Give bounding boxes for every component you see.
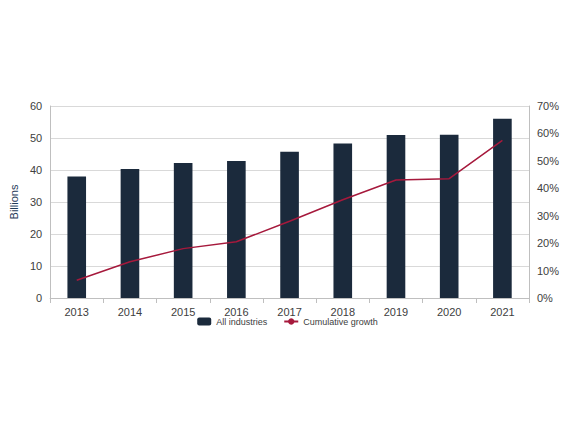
svg-text:2018: 2018 [330, 305, 355, 318]
svg-text:10%: 10% [537, 265, 559, 277]
svg-text:2017: 2017 [277, 306, 301, 318]
svg-text:2015: 2015 [171, 306, 195, 318]
svg-text:0: 0 [36, 292, 42, 304]
svg-text:20%: 20% [537, 237, 559, 249]
svg-text:40: 40 [30, 164, 42, 176]
svg-text:All industries: All industries [216, 317, 268, 327]
svg-text:10: 10 [30, 260, 42, 272]
svg-text:60: 60 [30, 100, 42, 112]
svg-text:30%: 30% [537, 210, 559, 222]
svg-text:20: 20 [30, 228, 42, 240]
svg-text:2021: 2021 [490, 306, 514, 318]
svg-text:Cumulative growth: Cumulative growth [303, 317, 378, 327]
svg-text:2014: 2014 [118, 306, 142, 318]
svg-text:0%: 0% [537, 292, 553, 304]
svg-text:2019: 2019 [384, 306, 408, 318]
svg-text:2016: 2016 [224, 305, 249, 318]
svg-text:40%: 40% [537, 182, 559, 194]
svg-text:60%: 60% [537, 127, 559, 139]
svg-text:50: 50 [30, 132, 42, 144]
svg-text:Billions: Billions [8, 184, 20, 219]
svg-text:30: 30 [30, 196, 42, 208]
svg-text:2020: 2020 [437, 306, 461, 318]
svg-text:50%: 50% [537, 155, 559, 167]
svg-text:70%: 70% [537, 100, 559, 112]
svg-text:2013: 2013 [64, 306, 88, 318]
